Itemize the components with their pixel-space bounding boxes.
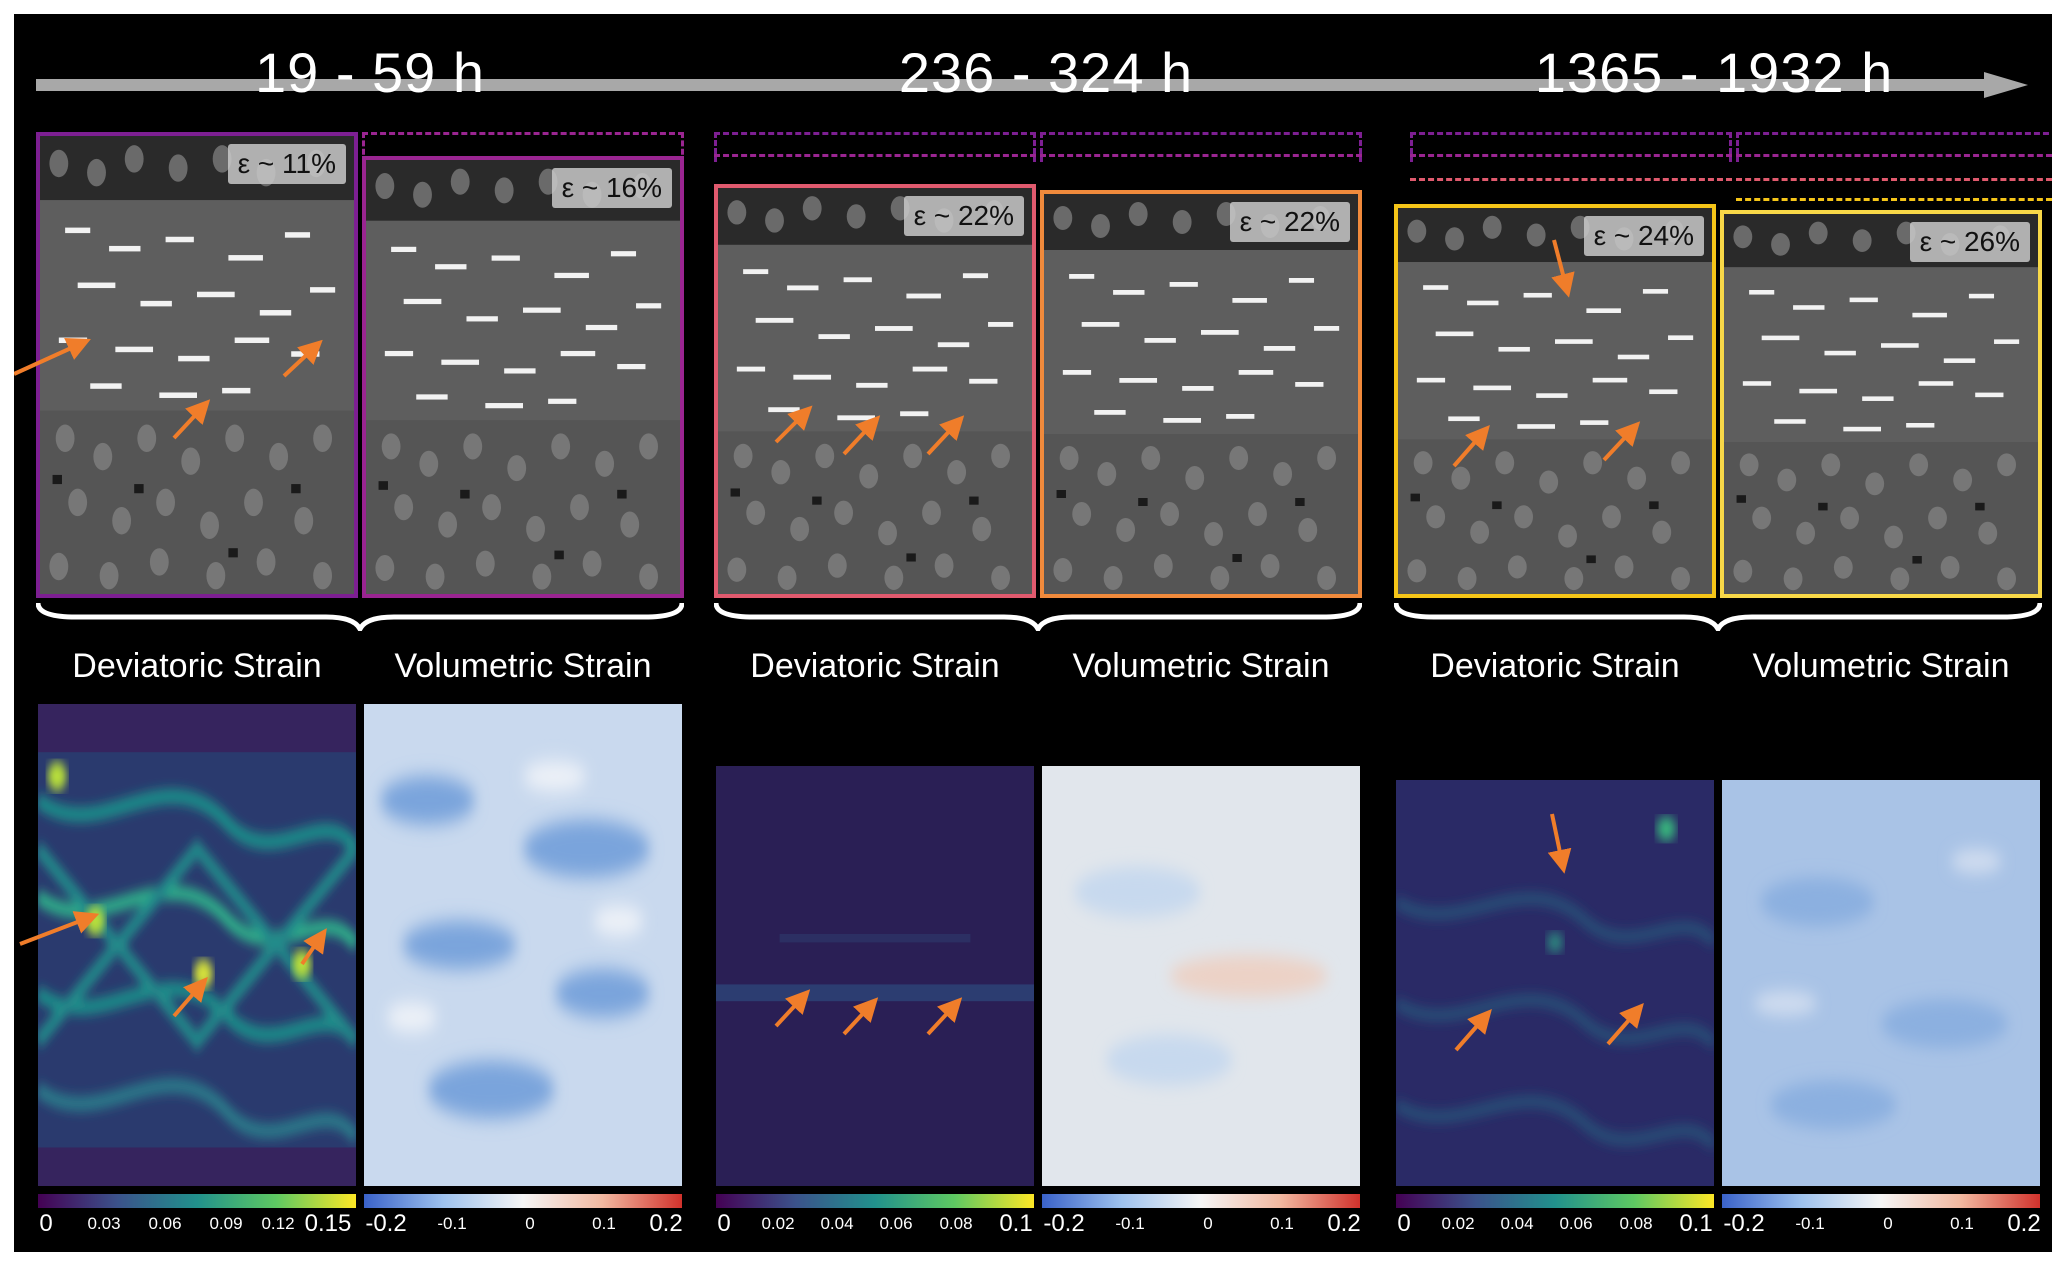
volumetric-strain-map	[1042, 766, 1360, 1186]
ghost-frame	[1410, 154, 1732, 174]
colorbar-ticks: -0.2 -0.1 0 0.1 0.2	[364, 1210, 682, 1237]
colorbar-tick: 0.06	[148, 1214, 182, 1233]
colorbar-tick: 0.02	[1441, 1214, 1475, 1233]
colorbar-ticks: 0 0.02 0.04 0.06 0.08 0.1	[716, 1210, 1034, 1237]
colorbar-tick: 0.09	[209, 1214, 243, 1233]
colorbar-deviatoric	[1396, 1194, 1714, 1208]
colorbar-tick: 0.1	[1950, 1214, 1974, 1233]
colorbar-tick: 0.1	[592, 1214, 616, 1233]
deviatoric-strain-title: Deviatoric Strain	[1430, 647, 1680, 685]
colorbar-tick: 0	[717, 1210, 731, 1237]
strain-badge: ε ~ 22%	[1229, 202, 1350, 242]
ct-scan-panel: ε ~ 16%	[362, 156, 684, 598]
colorbar-tick: -0.2	[1043, 1210, 1085, 1237]
colorbar-tick: -0.1	[437, 1214, 467, 1233]
ghost-frame	[1410, 132, 1732, 162]
volumetric-strain-map	[364, 704, 682, 1186]
ct-scan-panel: ε ~ 22%	[1040, 190, 1362, 598]
curly-brace-icon	[1394, 602, 2042, 631]
colorbar-tick: 0.2	[1327, 1210, 1361, 1237]
colorbar-tick: 0.1	[1679, 1210, 1713, 1237]
volumetric-strain-title: Volumetric Strain	[394, 647, 652, 685]
ghost-frame	[1736, 178, 2052, 198]
colorbar-tick: -0.1	[1115, 1214, 1145, 1233]
colorbar-tick: -0.2	[365, 1210, 407, 1237]
time-label-1: 19 - 59 h	[254, 41, 486, 104]
colorbar-tick: 0.15	[304, 1210, 352, 1237]
colorbar-tick: 0.06	[879, 1214, 913, 1233]
strain-badge: ε ~ 24%	[1583, 216, 1704, 256]
colorbar-volumetric	[364, 1194, 682, 1208]
ghost-frame	[714, 154, 1036, 178]
colorbar-tick: 0	[1397, 1210, 1411, 1237]
colorbar-tick: 0	[1203, 1214, 1213, 1233]
colorbar-tick: 0.1	[999, 1210, 1033, 1237]
colorbar-deviatoric	[38, 1194, 356, 1208]
colorbar-ticks: 0 0.02 0.04 0.06 0.08 0.1	[1396, 1210, 1714, 1237]
colorbar-tick: 0.12	[261, 1214, 295, 1233]
colorbar-tick: 0.2	[2007, 1210, 2041, 1237]
ghost-frame	[1736, 132, 2052, 162]
deviatoric-strain-map	[1396, 780, 1714, 1186]
colorbar-tick: 0.04	[1500, 1214, 1534, 1233]
deviatoric-strain-title: Deviatoric Strain	[72, 647, 322, 685]
colorbar-ticks: -0.2 -0.1 0 0.1 0.2	[1042, 1210, 1360, 1237]
colorbar-tick: 0.03	[87, 1214, 121, 1233]
colorbar-tick: -0.2	[1723, 1210, 1765, 1237]
colorbar-tick: 0.06	[1559, 1214, 1593, 1233]
colorbar-volumetric	[1042, 1194, 1360, 1208]
colorbar-deviatoric	[716, 1194, 1034, 1208]
ghost-frame	[714, 132, 1036, 162]
colorbar-tick: 0.04	[820, 1214, 854, 1233]
ct-scan-panel: ε ~ 22%	[714, 184, 1036, 598]
colorbar-tick: 0.08	[1619, 1214, 1653, 1233]
ghost-frame	[1736, 198, 2052, 216]
colorbar-ticks: -0.2 -0.1 0 0.1 0.2	[1722, 1210, 2040, 1237]
colorbar-volumetric	[1722, 1194, 2040, 1208]
volumetric-strain-title: Volumetric Strain	[1752, 647, 2010, 685]
colorbar-tick: 0.2	[649, 1210, 683, 1237]
ct-scan-panel: ε ~ 24%	[1394, 204, 1716, 598]
ghost-frame	[1410, 178, 1732, 198]
figure: 19 - 59 h 236 - 324 h 1365 - 1932 h ε ~ …	[14, 14, 2052, 1252]
strain-badge: ε ~ 16%	[551, 168, 672, 208]
colorbar-tick: 0.02	[761, 1214, 795, 1233]
time-label-2: 236 - 324 h	[898, 41, 1194, 104]
curly-brace-icon	[36, 602, 684, 631]
ct-scan-panel: ε ~ 26%	[1720, 210, 2042, 598]
colorbar-ticks: 0 0.03 0.06 0.09 0.12 0.15	[38, 1210, 356, 1237]
time-label-3: 1365 - 1932 h	[1534, 41, 1894, 104]
colorbar-tick: 0.1	[1270, 1214, 1294, 1233]
ct-scan-panel: ε ~ 11%	[36, 132, 358, 598]
deviatoric-strain-map	[716, 766, 1034, 1186]
colorbar-tick: 0	[1883, 1214, 1893, 1233]
colorbar-tick: 0.08	[939, 1214, 973, 1233]
volumetric-strain-map	[1722, 780, 2040, 1186]
strain-badge: ε ~ 11%	[227, 144, 346, 184]
ghost-frame	[1040, 132, 1362, 162]
colorbar-tick: 0	[39, 1210, 53, 1237]
strain-badge: ε ~ 22%	[903, 196, 1024, 236]
colorbar-tick: 0	[525, 1214, 535, 1233]
timeline-arrow-icon	[36, 72, 2028, 98]
ghost-frame	[1040, 154, 1362, 194]
curly-brace-icon	[714, 602, 1362, 631]
deviatoric-strain-title: Deviatoric Strain	[750, 647, 1000, 685]
deviatoric-strain-map	[38, 704, 356, 1186]
strain-badge: ε ~ 26%	[1909, 222, 2030, 262]
colorbar-tick: -0.1	[1795, 1214, 1825, 1233]
ghost-frame	[1736, 154, 2052, 174]
volumetric-strain-title: Volumetric Strain	[1072, 647, 1330, 685]
